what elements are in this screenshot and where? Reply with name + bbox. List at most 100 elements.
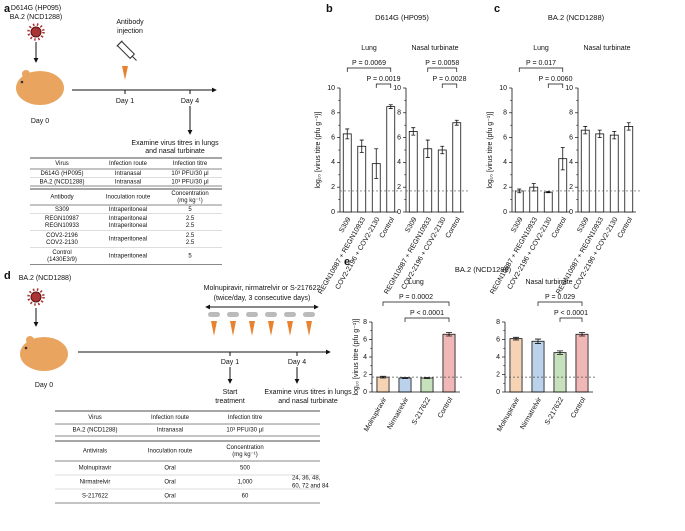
x-tick-label: S309	[576, 216, 590, 234]
table-header: Inoculation route	[148, 449, 193, 455]
x-tick-label: Molnupiravir	[496, 396, 521, 433]
panel-label: a	[4, 3, 11, 15]
p-value: P < 0.0001	[554, 310, 588, 317]
day-label: Day 0	[35, 382, 53, 389]
y-tick-label: 4	[363, 354, 367, 361]
x-tick-label: Control	[437, 396, 455, 419]
x-tick-label: Control	[445, 216, 463, 239]
chart-title: Lung	[408, 279, 424, 286]
p-value: P = 0.0060	[539, 76, 573, 83]
day-label: Day 1	[116, 98, 134, 105]
bar	[609, 134, 619, 213]
y-tick-label: 10	[565, 85, 573, 92]
error-bar	[512, 336, 520, 341]
significance-bracket	[537, 301, 583, 306]
error-bar	[556, 350, 564, 355]
hamster	[20, 336, 68, 371]
error-bar	[560, 147, 565, 171]
y-tick-label: 4	[503, 159, 507, 166]
y-tick-label: 0	[363, 389, 367, 396]
y-tick-label: 2	[503, 184, 507, 191]
y-tick-label: 4	[496, 354, 500, 361]
table-header: Virus	[55, 161, 69, 167]
significance-bracket	[518, 67, 564, 72]
start-label: treatment	[215, 398, 245, 405]
y-tick-label: 10	[499, 85, 507, 92]
x-tick-label: S-217622	[544, 396, 565, 426]
bar	[575, 333, 589, 393]
y-axis-label: log₁₀ [virus titre (pfu g⁻¹)]	[353, 318, 360, 395]
bar	[543, 191, 553, 213]
table-cell: (1430E3/9)	[47, 257, 77, 263]
significance-bracket	[441, 83, 458, 88]
bar	[624, 126, 634, 213]
error-bar	[401, 377, 409, 379]
day-label: Day 1	[221, 359, 239, 366]
y-tick-label: 8	[503, 110, 507, 117]
error-bar	[345, 128, 350, 140]
bar	[580, 129, 590, 213]
table-header: Infection titre	[228, 415, 263, 421]
y-tick-label: 6	[363, 336, 367, 343]
error-bar	[454, 119, 459, 126]
table-cell: Control	[52, 250, 71, 256]
significance-bracket	[404, 317, 450, 322]
bar	[423, 148, 433, 213]
examine-label: Examine virus titres in lungs	[131, 140, 219, 147]
x-tick-label: Control	[570, 396, 588, 419]
x-tick-label: S309	[510, 216, 524, 234]
panel-title: D614G (HP095)	[375, 13, 429, 22]
day-label: Day 0	[31, 118, 49, 125]
table-cell: Intraperitoneal	[109, 254, 147, 260]
y-tick-label: 8	[397, 110, 401, 117]
error-bar	[534, 338, 542, 344]
table-cell: 10³ PFU/30 µl	[171, 171, 208, 177]
y-tick-label: 2	[496, 371, 500, 378]
x-tick-label: S309	[338, 216, 352, 234]
error-bar	[388, 104, 393, 109]
bar	[509, 338, 523, 393]
virus-icon	[27, 23, 45, 41]
start-label: Start	[223, 389, 238, 396]
x-tick-label: Control	[379, 216, 397, 239]
y-tick-label: 10	[327, 85, 335, 92]
table-cell: 2.5	[186, 223, 195, 229]
table-cell: COV2-2130	[46, 240, 78, 246]
p-value: P = 0.0002	[399, 294, 433, 301]
chart-title: Lung	[533, 45, 549, 52]
p-value: P < 0.0001	[410, 310, 444, 317]
error-bar	[425, 139, 430, 158]
bar	[386, 106, 396, 213]
panel-title: BA.2 (NCD1288)	[455, 265, 512, 274]
table-header: Concentration	[226, 445, 263, 451]
significance-bracket	[382, 301, 450, 306]
table-cell: D614G (HP095)	[40, 171, 83, 177]
table-cell: REGN10933	[45, 223, 80, 229]
table-cell: BA.2 (NCD1288)	[72, 428, 117, 434]
bar	[553, 352, 567, 393]
p-value: P = 0.017	[526, 60, 556, 67]
table-cell: 5	[188, 207, 192, 213]
bar	[342, 133, 352, 213]
error-bar	[626, 122, 631, 131]
table-cell: S309	[55, 207, 70, 213]
error-bar	[597, 129, 602, 138]
bar	[376, 376, 390, 393]
table-cell: Intraperitoneal	[109, 216, 147, 222]
y-tick-label: 2	[331, 184, 335, 191]
bar	[420, 377, 434, 393]
error-bar	[445, 332, 453, 337]
virus-icon	[27, 288, 45, 306]
x-tick-label: Control	[551, 216, 569, 239]
y-axis-label: log₁₀ [virus titre (pfu g⁻¹)]	[315, 111, 322, 188]
hamster	[16, 70, 64, 105]
significance-bracket	[559, 317, 583, 322]
day-label: Day 4	[288, 359, 306, 366]
table-header: Infection route	[109, 161, 148, 167]
table-header: Antivirals	[83, 449, 107, 455]
panel-d: d BA.2 (NCD1288) Day 0 Day 1 Day 4 Molnu…	[4, 270, 352, 490]
error-bar	[546, 191, 551, 194]
table-cell: 500	[240, 466, 251, 472]
y-tick-label: 4	[569, 159, 573, 166]
panel-title: BA.2 (NCD1288)	[548, 13, 605, 22]
